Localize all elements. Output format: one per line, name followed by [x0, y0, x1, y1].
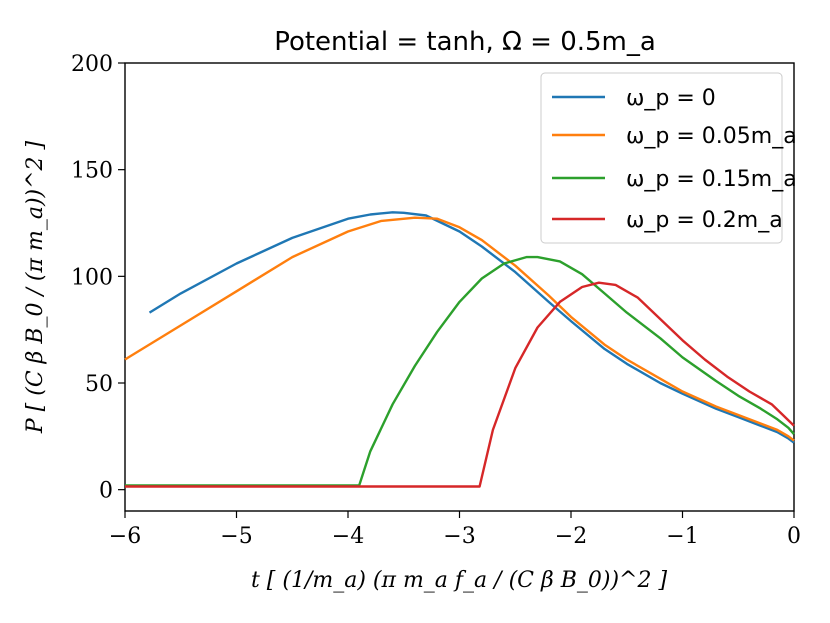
- y-tick-label: 200: [71, 52, 113, 77]
- legend-label-0: ω_p = 0: [626, 86, 716, 111]
- y-tick-label: 150: [71, 159, 113, 184]
- x-tick-label: −2: [555, 524, 587, 549]
- x-tick-label: −3: [443, 524, 475, 549]
- legend-label-1: ω_p = 0.05m_a: [626, 124, 797, 149]
- x-axis-ticks: −6 −5 −4 −3 −2 −1 0: [109, 511, 801, 549]
- series-line-1: [124, 216, 795, 442]
- series-line-3: [125, 281, 795, 488]
- x-tick-label: −1: [666, 524, 698, 549]
- y-axis-ticks: 0 50 100 150 200: [71, 52, 125, 504]
- x-axis-label: t [ (1/m_a) (π m_a f_a / (C β B_0))^2 ]: [251, 568, 667, 593]
- legend: ω_p = 0 ω_p = 0.05m_a ω_p = 0.15m_a ω_p …: [540, 72, 797, 244]
- y-tick-label: 50: [85, 372, 113, 397]
- x-tick-label: 0: [787, 524, 801, 549]
- y-tick-label: 100: [71, 265, 113, 290]
- series-line-2: [125, 255, 795, 487]
- y-tick-label: 0: [99, 479, 113, 504]
- chart-title: Potential = tanh, Ω = 0.5m_a: [274, 27, 656, 57]
- legend-label-3: ω_p = 0.2m_a: [626, 208, 783, 233]
- y-axis-label: P [ (C β B_0 / (π m_a))^2 ]: [23, 140, 48, 434]
- legend-label-2: ω_p = 0.15m_a: [626, 167, 797, 192]
- x-tick-label: −4: [332, 524, 364, 549]
- x-tick-label: −5: [220, 524, 252, 549]
- legend-box: [540, 72, 783, 244]
- series-line-0: [148, 211, 795, 444]
- series-layer: [124, 211, 795, 488]
- x-tick-label: −6: [109, 524, 141, 549]
